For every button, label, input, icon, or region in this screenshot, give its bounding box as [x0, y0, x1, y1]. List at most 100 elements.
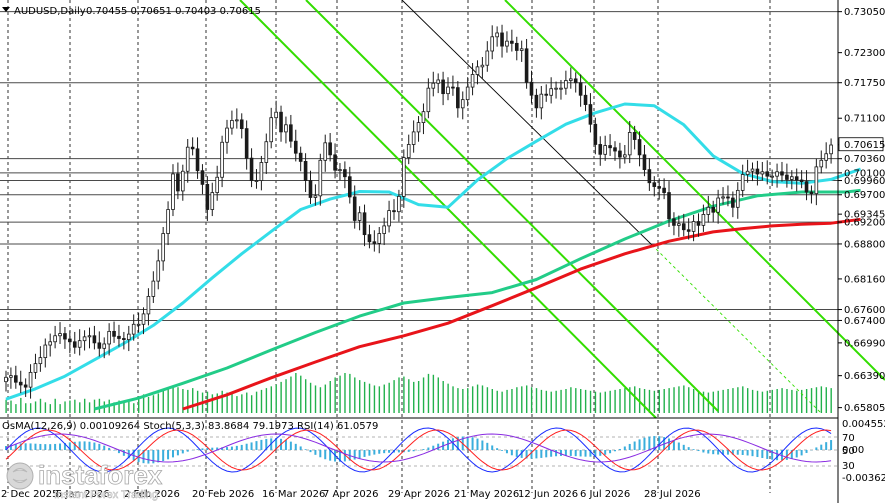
dropdown-triangle-icon[interactable]: [2, 7, 10, 12]
price-tick-7: 0.69700: [838, 190, 885, 201]
osma-bar: [83, 441, 86, 450]
volume-bar: [756, 390, 759, 413]
candle-body: [33, 363, 38, 373]
osma-bar: [707, 450, 710, 454]
osma-bar: [555, 450, 558, 457]
price-tick-label: 0.69200: [844, 218, 885, 229]
price-tick-label: 0.71100: [844, 114, 885, 125]
osma-bar: [756, 450, 759, 458]
candle-body: [200, 170, 205, 185]
osma-bar: [383, 450, 386, 454]
volume-bar: [575, 388, 577, 413]
volume-bar: [192, 388, 194, 413]
osma-bar: [628, 443, 631, 450]
osma-bar: [34, 443, 37, 450]
volume-bar: [427, 373, 430, 413]
volume-bar: [796, 390, 798, 413]
candle-body: [568, 78, 573, 81]
price-tick-11: 0.68160: [838, 274, 885, 285]
osma-bar: [564, 450, 567, 456]
volume-bar: [786, 389, 788, 413]
candle-body: [254, 180, 259, 182]
volume-bar: [746, 388, 749, 413]
volume-bar: [771, 389, 773, 413]
volume-bar: [594, 391, 597, 413]
osma-bar: [677, 442, 680, 450]
volume-bar: [732, 388, 734, 413]
osma-bar: [181, 450, 184, 454]
volume-bar: [255, 391, 258, 413]
osma-bar: [800, 450, 803, 456]
osma-bar: [73, 441, 76, 450]
price-tick-label: 0.68160: [844, 274, 885, 285]
volume-bar: [265, 388, 268, 413]
candle-body: [475, 66, 480, 75]
candle-body: [392, 210, 396, 213]
osma-bar: [171, 450, 174, 458]
watermark-tagline: Instant Forex Trading: [54, 489, 158, 501]
volume-bar: [530, 387, 533, 413]
candle-body: [789, 176, 794, 180]
time-label: 5 Jan 2026: [56, 489, 110, 500]
osma-bar: [142, 450, 145, 464]
volume-bar: [403, 376, 405, 413]
osma-bar: [54, 443, 57, 450]
osma-bar: [388, 450, 391, 453]
osma-bar: [14, 443, 17, 450]
osma-bar: [319, 450, 322, 458]
candle-body: [819, 159, 824, 168]
trend-channels: [239, 0, 885, 419]
volume-bar: [79, 402, 81, 413]
volume-bar: [54, 398, 56, 413]
volume-bar: [64, 401, 66, 413]
volume-bar: [15, 404, 17, 413]
osma-bar: [265, 438, 268, 450]
osma-bar: [540, 450, 543, 458]
osma-bar: [456, 437, 459, 450]
osma-bar: [299, 446, 302, 450]
candle-body: [603, 145, 607, 155]
volume-bar: [506, 389, 508, 413]
volume-bar: [231, 393, 233, 413]
candle-body: [48, 341, 53, 346]
candle-body: [760, 171, 765, 175]
volume-bar: [692, 389, 695, 413]
osma-scale-label: 0.00: [842, 445, 864, 456]
osma-bar: [569, 450, 572, 456]
candle-body: [338, 169, 342, 172]
volume-bar: [486, 387, 489, 413]
price-tick-10: 0.68800: [838, 239, 885, 250]
volume-bar: [5, 399, 7, 413]
price-tick-label: 0.69960: [844, 176, 885, 187]
candle-body: [544, 93, 549, 96]
volume-bar: [133, 403, 135, 413]
candle-body: [745, 170, 750, 175]
price-tick-2: 0.71750: [838, 78, 885, 89]
candle-body: [406, 144, 411, 158]
candle-body: [274, 111, 278, 119]
osma-bar: [329, 450, 332, 461]
price-tick-15: 0.66390: [838, 371, 885, 382]
candle-body: [456, 87, 460, 109]
volume-bar: [128, 399, 130, 413]
osma-bar: [771, 450, 774, 460]
volume-bar: [363, 381, 366, 413]
volume-bar: [776, 389, 778, 413]
osma-bar: [505, 450, 508, 454]
time-label: 6 Jul 2026: [580, 489, 630, 500]
instaforex-logo-icon: [6, 462, 34, 490]
osma-bar: [515, 450, 518, 457]
osma-bar: [343, 450, 346, 462]
volume-bar: [432, 374, 435, 413]
osma-bar: [309, 450, 312, 453]
osma-bar: [9, 444, 12, 450]
volume-bar: [324, 384, 327, 413]
volume-bar: [349, 373, 351, 413]
candle-body: [677, 223, 681, 226]
candle-body: [82, 336, 87, 342]
candle-body: [559, 87, 563, 90]
osma-bar: [726, 450, 729, 455]
candle-body: [500, 32, 504, 47]
volume-bar: [629, 387, 631, 413]
current-price-label: 0.70615: [844, 140, 885, 151]
